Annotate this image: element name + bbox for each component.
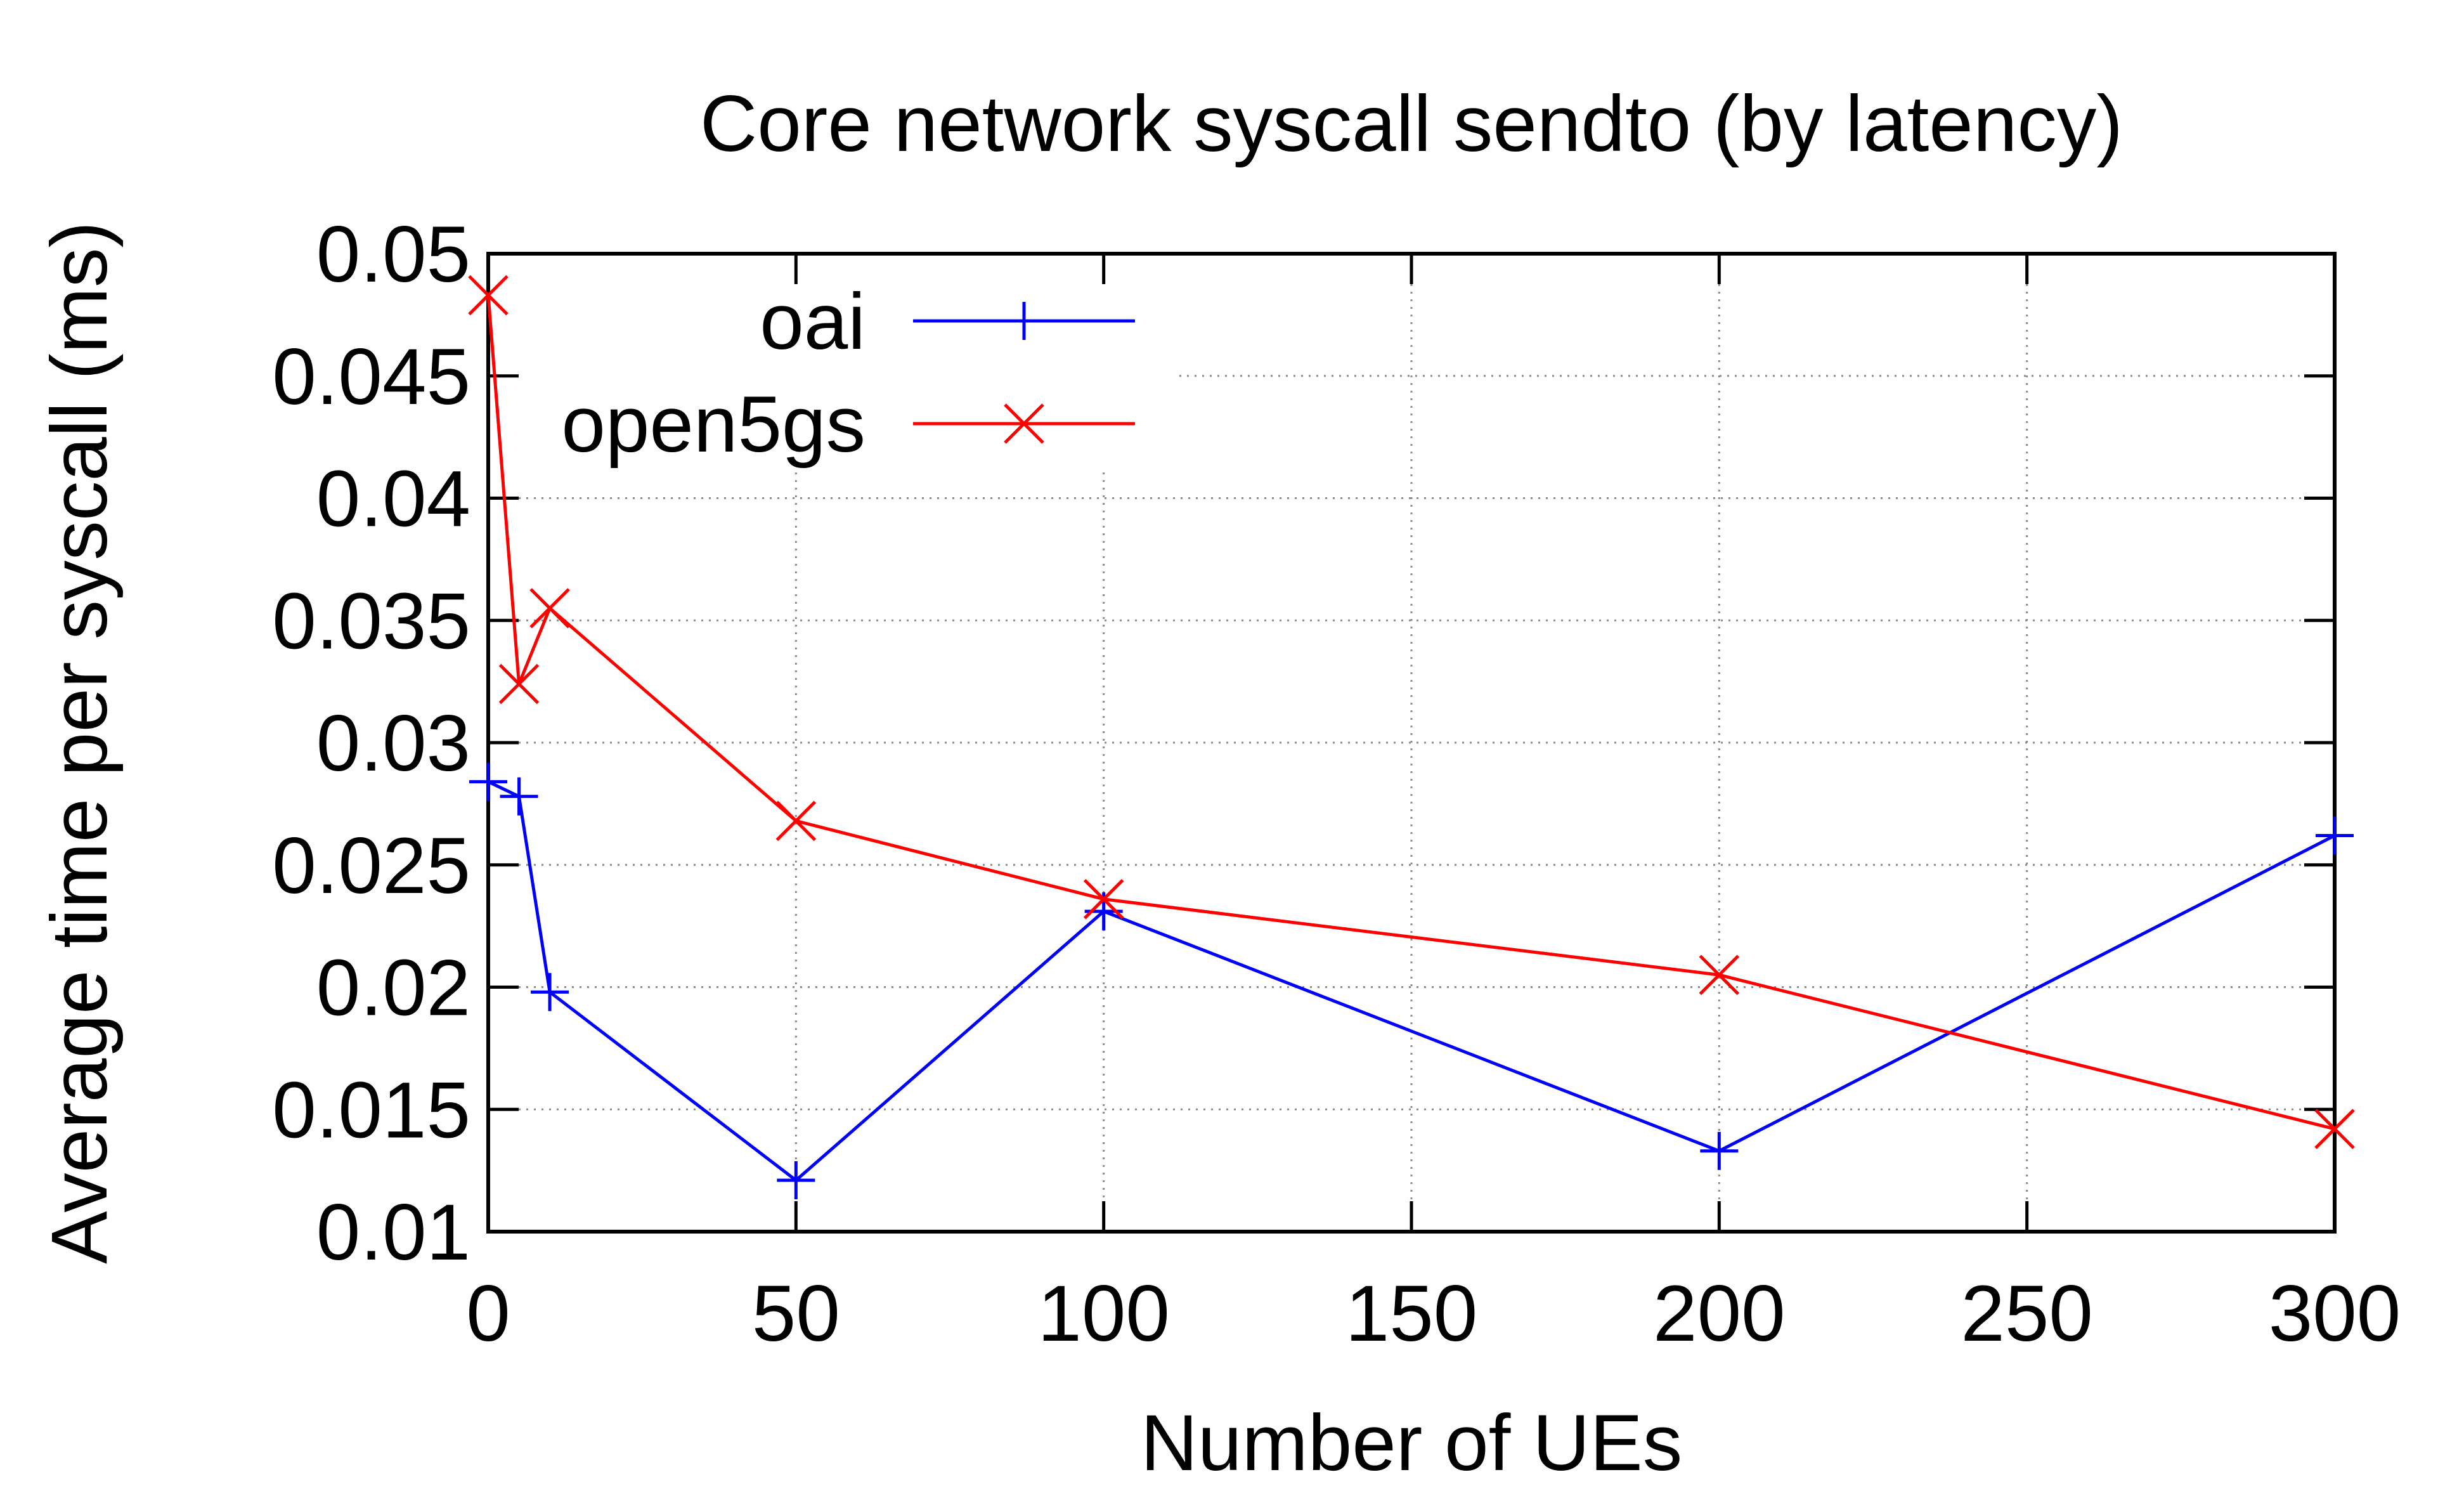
y-axis-label: Average time per syscall (ms) xyxy=(36,221,124,1264)
legend-marker xyxy=(1005,302,1043,340)
x-tick-label: 100 xyxy=(1037,1270,1170,1358)
data-point xyxy=(1699,954,1740,995)
legend-marker xyxy=(1004,403,1044,444)
data-point xyxy=(531,973,569,1012)
data-point xyxy=(1083,878,1124,920)
x-tick-label: 300 xyxy=(2269,1270,2401,1358)
y-tick-label: 0.04 xyxy=(316,455,470,544)
y-tick-label: 0.045 xyxy=(272,333,470,421)
y-tick-label: 0.025 xyxy=(272,822,470,910)
x-tick-label: 200 xyxy=(1653,1270,1786,1358)
data-point xyxy=(1700,1131,1739,1170)
legend-item-open5gs: open5gs xyxy=(561,381,1135,469)
legend-label: open5gs xyxy=(561,381,866,469)
y-tick-label: 0.02 xyxy=(316,944,470,1032)
data-point xyxy=(469,762,507,801)
data-point xyxy=(500,777,538,816)
data-point xyxy=(2316,816,2354,855)
data-point xyxy=(529,588,570,629)
legend-item-oai: oai xyxy=(760,278,1135,366)
data-point xyxy=(2314,1109,2355,1149)
y-tick-label: 0.01 xyxy=(316,1189,470,1277)
axis-ticks: 0.01 0.015 0.02 0.025 0.03 0.035 0.04 0.045 0.05… xyxy=(272,211,2401,1358)
x-tick-label: 150 xyxy=(1345,1270,1478,1358)
data-point xyxy=(468,275,509,316)
y-tick-label: 0.05 xyxy=(316,211,470,299)
legend-label: oai xyxy=(760,278,866,366)
x-tick-label: 250 xyxy=(1961,1270,2093,1358)
x-tick-label: 0 xyxy=(466,1270,510,1358)
x-tick-label: 50 xyxy=(752,1270,840,1358)
series-open5gs xyxy=(468,275,2355,1149)
legend: oai open5gs xyxy=(561,278,1135,469)
plot-frame xyxy=(486,252,2337,1234)
y-tick-label: 0.035 xyxy=(272,577,470,665)
series-layer xyxy=(468,275,2355,1200)
grid xyxy=(488,254,2335,1232)
chart-title: Core network syscall sendto (by latency) xyxy=(700,80,2123,168)
y-tick-label: 0.03 xyxy=(316,700,470,788)
y-tick-label: 0.015 xyxy=(272,1066,470,1154)
data-point xyxy=(775,800,817,842)
data-point xyxy=(777,1161,815,1200)
x-axis-label: Number of UEs xyxy=(1141,1399,1682,1487)
data-point xyxy=(498,663,540,705)
